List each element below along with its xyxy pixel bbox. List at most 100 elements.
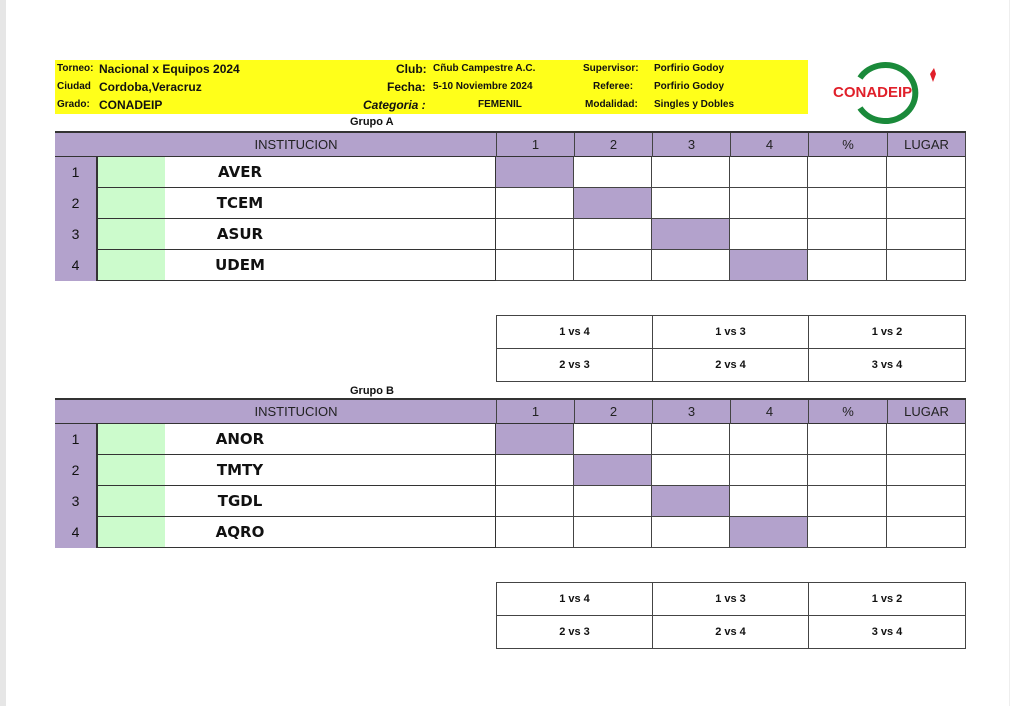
result-cell[interactable]	[496, 188, 574, 219]
seed-number: 4	[55, 517, 96, 548]
result-cell[interactable]	[574, 455, 652, 486]
col-4: 4	[730, 400, 808, 424]
col-1: 1	[496, 400, 574, 424]
percent-cell[interactable]	[808, 188, 887, 219]
result-cell[interactable]	[730, 188, 808, 219]
supervisor-label: Supervisor:	[583, 63, 639, 74]
result-cell[interactable]	[652, 424, 730, 455]
lugar-cell[interactable]	[887, 157, 966, 188]
result-cell[interactable]	[496, 250, 574, 281]
match-pairing: 2 vs 3	[497, 616, 653, 649]
percent-cell[interactable]	[808, 455, 887, 486]
percent-cell[interactable]	[808, 219, 887, 250]
result-cell[interactable]	[652, 157, 730, 188]
result-cell[interactable]	[574, 188, 652, 219]
lugar-cell[interactable]	[887, 250, 966, 281]
result-cell[interactable]	[730, 157, 808, 188]
seed-cell	[96, 517, 165, 548]
col-1: 1	[496, 133, 574, 157]
seed-number: 1	[55, 424, 96, 455]
team-name: ASUR	[165, 219, 496, 250]
result-cell[interactable]	[652, 219, 730, 250]
result-cell[interactable]	[496, 455, 574, 486]
group-a-table: INSTITUCION 1 2 3 4 % LUGAR 1 AVER 2 TCE…	[55, 131, 966, 282]
team-row: 1 ANOR	[55, 424, 966, 455]
result-cell[interactable]	[730, 219, 808, 250]
result-cell[interactable]	[574, 250, 652, 281]
team-row: 3 TGDL	[55, 486, 966, 517]
modalidad-value: Singles y Dobles	[654, 99, 735, 110]
percent-cell[interactable]	[808, 157, 887, 188]
seed-number: 2	[55, 455, 96, 486]
table-header: INSTITUCION 1 2 3 4 % LUGAR	[55, 398, 966, 424]
col-percent: %	[808, 133, 887, 157]
result-cell[interactable]	[652, 486, 730, 517]
percent-cell[interactable]	[808, 517, 887, 548]
percent-cell[interactable]	[808, 486, 887, 517]
match-pairing: 2 vs 4	[653, 616, 809, 649]
result-cell[interactable]	[496, 219, 574, 250]
result-cell[interactable]	[496, 157, 574, 188]
lugar-cell[interactable]	[887, 188, 966, 219]
col-lugar: LUGAR	[887, 133, 966, 157]
result-cell[interactable]	[730, 424, 808, 455]
col-percent: %	[808, 400, 887, 424]
col-3: 3	[652, 133, 730, 157]
seed-number: 2	[55, 188, 96, 219]
percent-cell[interactable]	[808, 424, 887, 455]
team-name: UDEM	[165, 250, 496, 281]
torneo-label: Torneo:	[57, 63, 94, 74]
team-name: TGDL	[165, 486, 496, 517]
seed-number: 3	[55, 219, 96, 250]
seed-number: 3	[55, 486, 96, 517]
seed-number: 4	[55, 250, 96, 281]
lugar-cell[interactable]	[887, 424, 966, 455]
result-cell[interactable]	[496, 486, 574, 517]
match-pairing: 1 vs 4	[497, 316, 653, 349]
result-cell[interactable]	[496, 424, 574, 455]
lugar-cell[interactable]	[887, 219, 966, 250]
seed-cell	[96, 188, 165, 219]
seed-cell	[96, 455, 165, 486]
result-cell[interactable]	[574, 517, 652, 548]
modalidad-label: Modalidad:	[585, 99, 638, 110]
group-a-title: Grupo A	[350, 116, 394, 128]
match-pairing: 1 vs 3	[653, 583, 809, 616]
match-pairing: 3 vs 4	[871, 626, 903, 638]
col-3: 3	[652, 400, 730, 424]
match-pairing: 1 vs 2	[809, 316, 965, 349]
team-row: 4 AQRO	[55, 517, 966, 548]
col-institucion: INSTITUCION	[254, 404, 338, 419]
result-cell[interactable]	[652, 188, 730, 219]
result-cell[interactable]	[652, 517, 730, 548]
result-cell[interactable]	[574, 219, 652, 250]
percent-cell[interactable]	[808, 250, 887, 281]
result-cell[interactable]	[496, 517, 574, 548]
result-cell[interactable]	[652, 455, 730, 486]
result-cell[interactable]	[730, 486, 808, 517]
ciudad-label: Ciudad	[57, 81, 91, 92]
result-cell[interactable]	[730, 250, 808, 281]
team-name: ANOR	[165, 424, 496, 455]
match-pairing: 1 vs 4	[497, 583, 653, 616]
supervisor-value: Porfirio Godoy	[654, 63, 724, 74]
info-band	[55, 60, 808, 114]
result-cell[interactable]	[574, 424, 652, 455]
result-cell[interactable]	[730, 517, 808, 548]
team-row: 2 TMTY	[55, 455, 966, 486]
col-lugar: LUGAR	[887, 400, 966, 424]
result-cell[interactable]	[652, 250, 730, 281]
lugar-cell[interactable]	[887, 517, 966, 548]
match-pairing: 2 vs 3	[497, 349, 653, 382]
result-cell[interactable]	[574, 486, 652, 517]
team-name: TMTY	[165, 455, 496, 486]
seed-cell	[96, 424, 165, 455]
lugar-cell[interactable]	[887, 486, 966, 517]
fecha-value: 5-10 Noviembre 2024	[433, 81, 533, 92]
result-cell[interactable]	[730, 455, 808, 486]
team-name: AQRO	[165, 517, 496, 548]
team-row: 3 ASUR	[55, 219, 966, 250]
lugar-cell[interactable]	[887, 455, 966, 486]
result-cell[interactable]	[574, 157, 652, 188]
